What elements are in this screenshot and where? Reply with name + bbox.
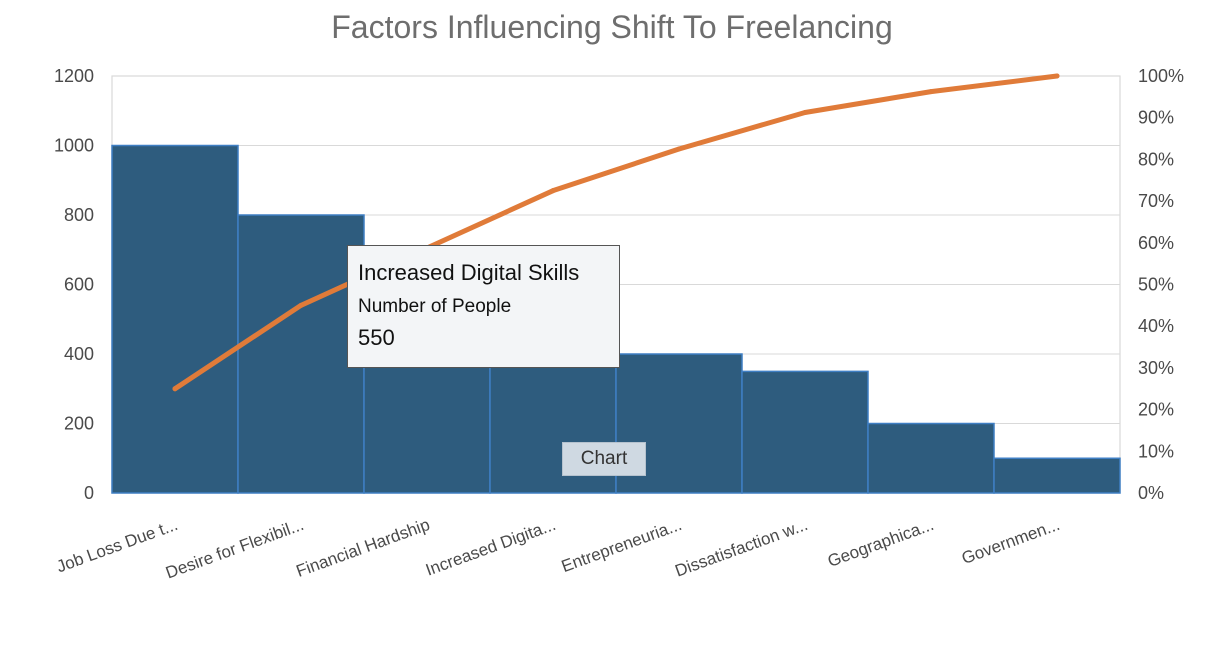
x-tick-label: Entrepreneuria... — [559, 515, 685, 576]
y2-tick-label: 90% — [1138, 108, 1174, 128]
y-tick-label: 1000 — [54, 136, 94, 156]
x-tick-label: Financial Hardship — [294, 515, 433, 581]
x-tick-label: Increased Digita... — [423, 515, 558, 580]
tooltip-title: Increased Digital Skills — [358, 260, 580, 285]
tooltip: Increased Digital Skills Number of Peopl… — [347, 245, 620, 368]
chart-button[interactable]: Chart — [562, 442, 646, 476]
y-tick-label: 400 — [64, 344, 94, 364]
y2-tick-label: 80% — [1138, 149, 1174, 169]
y2-tick-label: 10% — [1138, 441, 1174, 461]
y2-tick-label: 70% — [1138, 191, 1174, 211]
y2-tick-label: 50% — [1138, 275, 1174, 295]
y-tick-label: 1200 — [54, 66, 94, 86]
x-tick-label: Job Loss Due t... — [54, 515, 180, 576]
bar[interactable] — [867, 422, 995, 494]
y-tick-label: 800 — [64, 205, 94, 225]
y2-tick-label: 60% — [1138, 233, 1174, 253]
line-point[interactable] — [676, 146, 682, 152]
line-point[interactable] — [172, 386, 178, 392]
line-point[interactable] — [928, 89, 934, 95]
y-tick-label: 200 — [64, 414, 94, 434]
line-path[interactable] — [172, 73, 1060, 392]
bar[interactable] — [111, 144, 239, 494]
x-tick-label: Governmen... — [959, 515, 1062, 568]
y-tick-label: 0 — [84, 483, 94, 503]
chart-title: Factors Influencing Shift To Freelancing — [331, 9, 892, 45]
line-point[interactable] — [1054, 73, 1060, 79]
x-tick-label: Desire for Flexibil... — [163, 515, 306, 583]
x-tick-label: Dissatisfaction w... — [672, 515, 810, 581]
y2-tick-label: 40% — [1138, 316, 1174, 336]
bar[interactable] — [993, 457, 1121, 494]
y2-tick-label: 30% — [1138, 358, 1174, 378]
x-axis: Job Loss Due t...Desire for Flexibil...F… — [54, 515, 1062, 583]
y-tick-label: 600 — [64, 275, 94, 295]
y2-tick-label: 20% — [1138, 400, 1174, 420]
bar[interactable] — [237, 214, 365, 494]
y2-tick-label: 0% — [1138, 483, 1164, 503]
bar[interactable] — [741, 370, 869, 494]
x-tick-label: Geographica... — [825, 515, 936, 571]
tooltip-value: 550 — [358, 325, 395, 350]
line-point[interactable] — [550, 188, 556, 194]
tooltip-series: Number of People — [358, 296, 512, 317]
y-axis: 0 200 400 600 800 1000 1200 — [54, 66, 94, 503]
line-point[interactable] — [802, 109, 808, 115]
y2-axis: 0% 10% 20% 30% 40% 50% 60% 70% 80% 90% 100% — [1138, 66, 1184, 503]
y2-tick-label: 100% — [1138, 66, 1184, 86]
line-point[interactable] — [298, 302, 304, 308]
